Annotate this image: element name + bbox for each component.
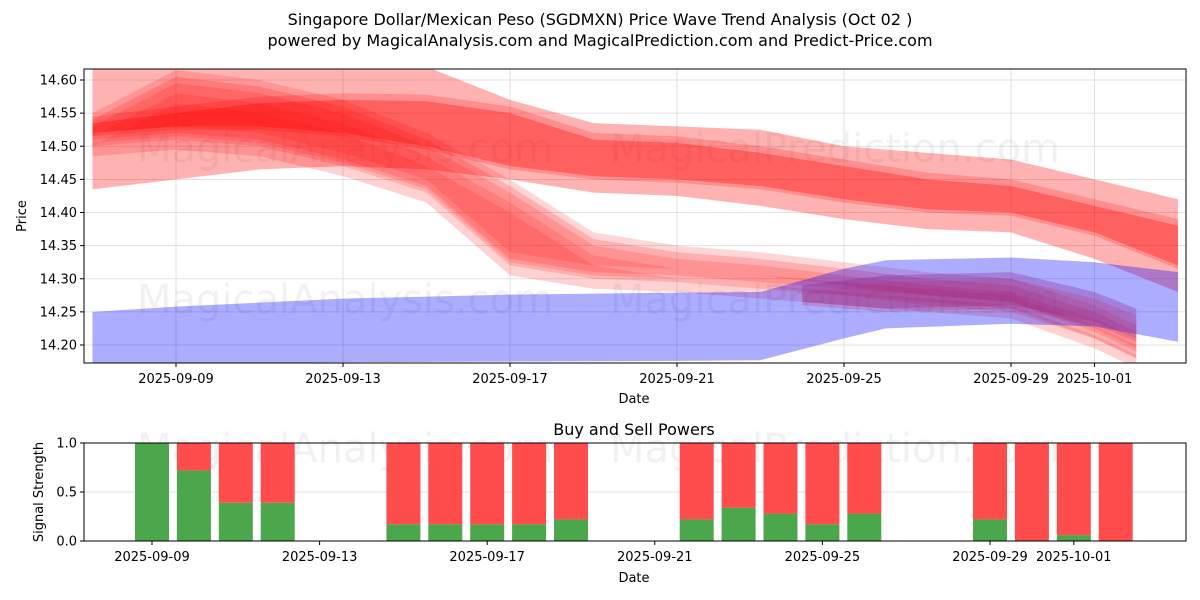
- buy-power-bar: [764, 514, 798, 541]
- sell-power-bar: [1099, 443, 1133, 541]
- sell-power-bar: [470, 443, 504, 524]
- x-tick-label: 2025-09-13: [305, 372, 381, 387]
- x-tick-label: 2025-09-29: [973, 372, 1049, 387]
- y-tick-label: 0.0: [56, 535, 77, 550]
- x-tick-label: 2025-09-13: [282, 550, 358, 565]
- sell-power-bar: [1057, 443, 1091, 535]
- x-tick-label: 2025-09-25: [785, 550, 861, 565]
- top-y-axis: 14.20 14.25 14.30 14.35 14.40 14.45 14.50 14.55…: [40, 74, 84, 354]
- x-tick-label: 2025-09-09: [114, 550, 190, 565]
- buy-power-bar: [1057, 535, 1091, 541]
- buy-power-bar: [470, 524, 504, 541]
- price-bands: [93, 47, 1179, 368]
- sell-power-bar: [261, 443, 295, 503]
- buy-power-bar: [722, 508, 756, 541]
- buy-power-bar: [177, 470, 211, 541]
- top-y-axis-label: Price: [15, 200, 30, 232]
- x-tick-label: 2025-09-17: [449, 550, 525, 565]
- bottom-y-axis-label: Signal Strength: [32, 442, 47, 542]
- sell-power-bar: [722, 443, 756, 508]
- buy-power-bar: [261, 503, 295, 541]
- bottom-x-axis: 2025-09-09 2025-09-13 2025-09-17 2025-09-21…: [114, 541, 1111, 565]
- x-tick-label: 2025-09-17: [472, 372, 548, 387]
- y-tick-label: 14.20: [40, 339, 77, 354]
- y-tick-label: 14.35: [40, 239, 77, 254]
- y-tick-label: 14.60: [40, 74, 77, 89]
- sell-power-bar: [554, 443, 588, 519]
- buy-power-bar: [805, 524, 839, 541]
- sell-power-bar: [973, 443, 1007, 519]
- x-tick-label: 2025-09-25: [806, 372, 882, 387]
- sell-power-bar: [764, 443, 798, 514]
- buy-power-bar: [554, 519, 588, 541]
- top-x-axis: 2025-09-09 2025-09-13 2025-09-17 2025-09-21…: [138, 363, 1132, 387]
- sell-power-bar: [219, 443, 253, 503]
- x-tick-label: 2025-09-09: [138, 372, 214, 387]
- sell-power-bar: [1015, 443, 1049, 541]
- buy-power-bar: [135, 443, 169, 541]
- x-tick-label: 2025-09-21: [617, 550, 693, 565]
- chart-canvas: MagicalAnalysis.com MagicalPrediction.co…: [0, 0, 1200, 600]
- y-tick-label: 14.45: [40, 173, 77, 188]
- sell-power-bar: [805, 443, 839, 524]
- buy-power-bar: [973, 519, 1007, 541]
- sell-power-bar: [847, 443, 881, 514]
- buy-power-bar: [428, 524, 462, 541]
- top-x-axis-label: Date: [618, 392, 649, 407]
- buy-power-bar: [680, 519, 714, 541]
- x-tick-label: 2025-09-29: [952, 550, 1028, 565]
- x-tick-label: 2025-10-01: [1057, 372, 1133, 387]
- buy-power-bar: [386, 524, 420, 541]
- x-tick-label: 2025-10-01: [1036, 550, 1112, 565]
- sell-power-bar: [177, 443, 211, 470]
- bottom-y-axis: 0.0 0.5 1.0: [56, 437, 84, 550]
- sell-power-bar: [680, 443, 714, 519]
- buy-power-bar: [512, 524, 546, 541]
- y-tick-label: 0.5: [56, 486, 77, 501]
- y-tick-label: 1.0: [56, 437, 77, 452]
- y-tick-label: 14.55: [40, 107, 77, 122]
- y-tick-label: 14.40: [40, 206, 77, 221]
- y-tick-label: 14.25: [40, 305, 77, 320]
- buy-power-bar: [847, 514, 881, 541]
- buy-power-bar: [219, 503, 253, 541]
- sell-power-bar: [428, 443, 462, 524]
- y-tick-label: 14.50: [40, 140, 77, 155]
- sell-power-bar: [386, 443, 420, 524]
- y-tick-label: 14.30: [40, 272, 77, 287]
- bottom-x-axis-label: Date: [618, 571, 649, 586]
- sell-power-bar: [512, 443, 546, 524]
- x-tick-label: 2025-09-21: [639, 372, 715, 387]
